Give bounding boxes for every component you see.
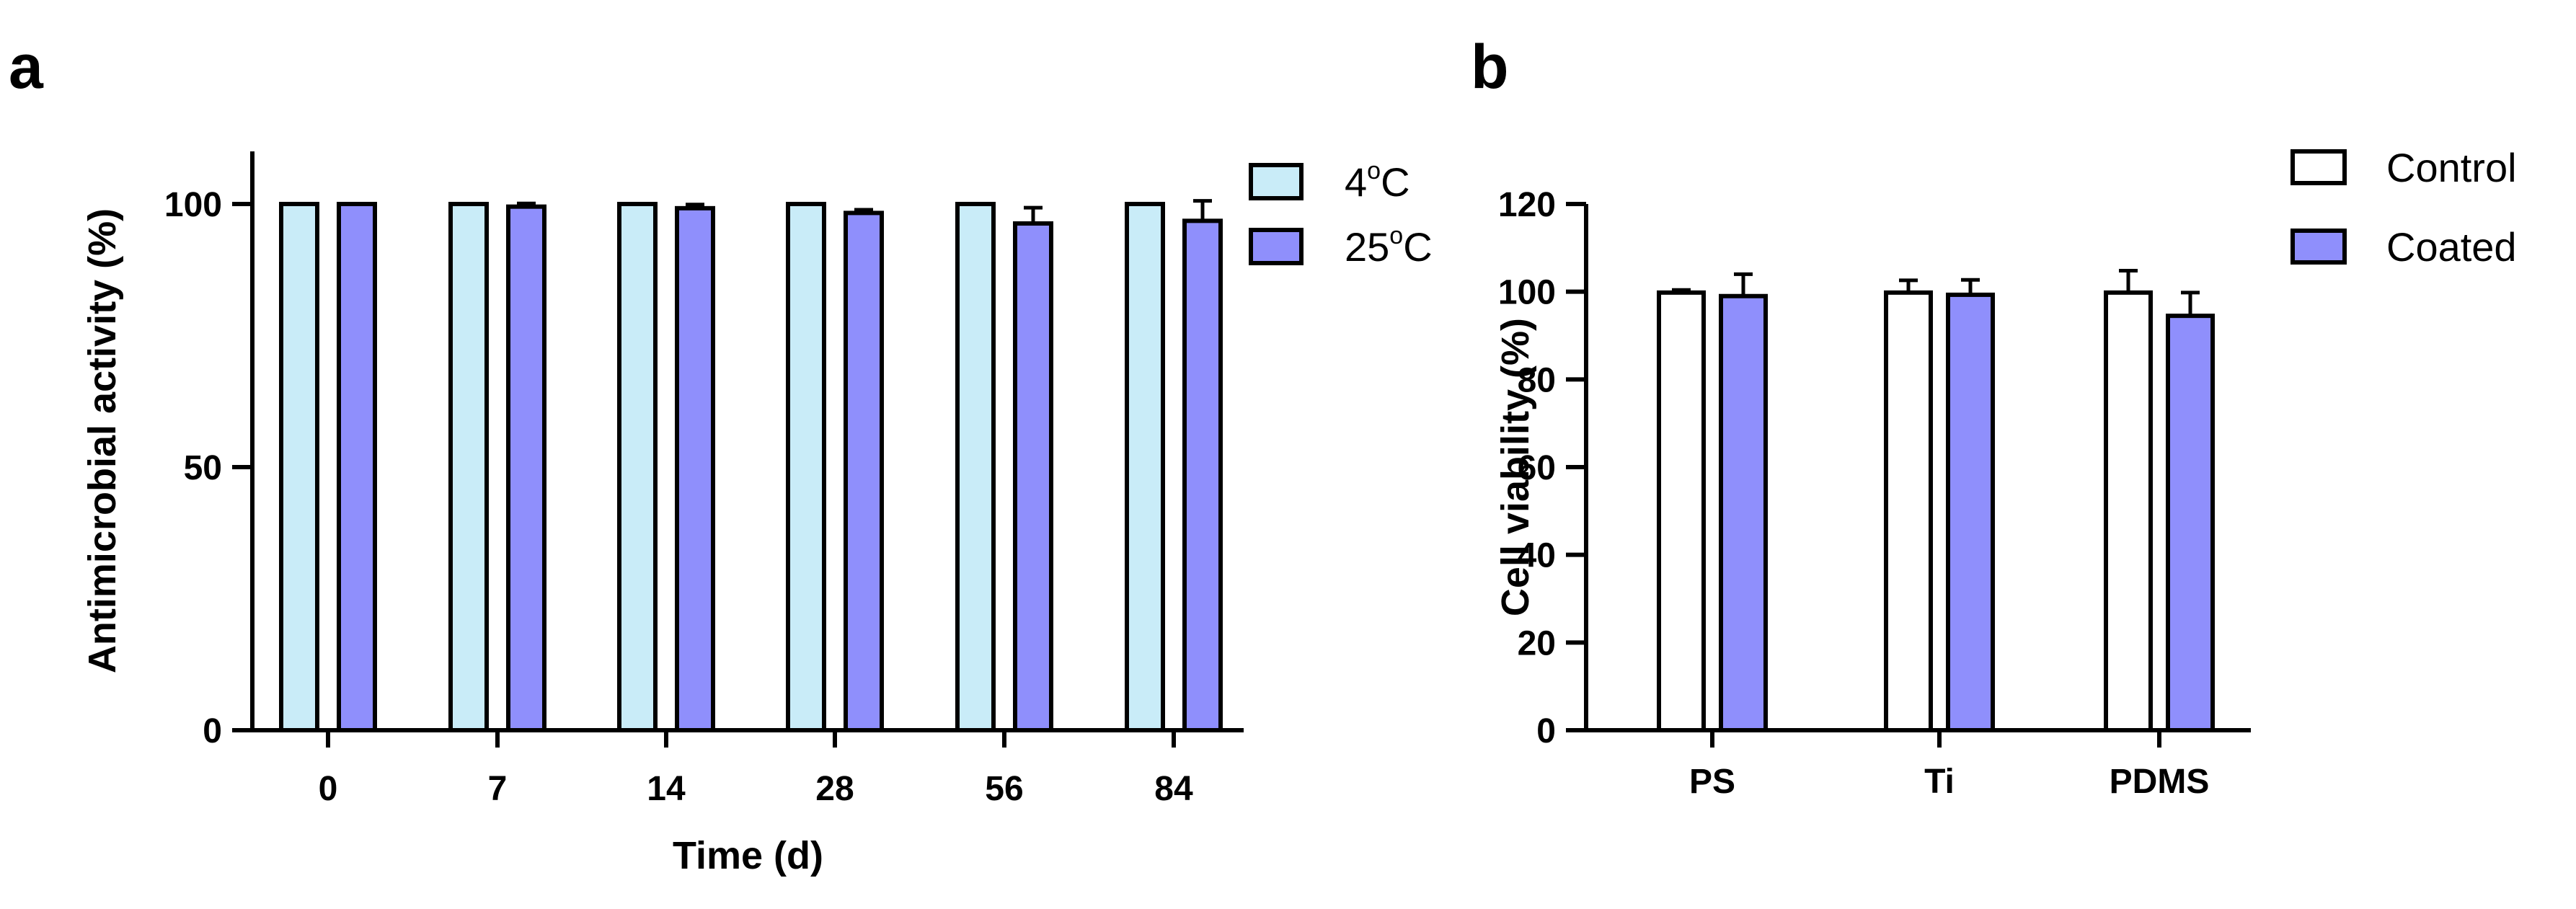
a-bar-25-14: [675, 205, 715, 732]
a-bar-25-28: [844, 210, 884, 733]
a-y-tick-label: 100: [164, 186, 222, 224]
chart-panel-b: 0 20 40 60 80 100 120 PS Ti PDMS Cell viability (%…: [1494, 145, 2517, 801]
b-legend-swatch-0: [2290, 149, 2347, 185]
a-x-tick-label: 7: [488, 770, 508, 808]
b-bar-control-ps: [1657, 290, 1706, 732]
a-x-tick-label: 28: [815, 770, 854, 808]
chart-panel-a: 0 50 100 0 7 14 28 56 84 Time (d) Antimicrobial ac…: [81, 151, 1433, 877]
b-x-tick-label: PS: [1689, 763, 1735, 801]
b-y-tick-label: 60: [1518, 449, 1556, 487]
a-x-axis-title: Time (d): [673, 834, 823, 877]
a-bar-4-0: [279, 202, 319, 732]
a-bar-4-14: [617, 202, 658, 732]
b-y-tick-label: 40: [1518, 537, 1556, 575]
a-y-axis-title: Antimicrobial activity (%): [81, 208, 124, 673]
a-bar-4-56: [955, 202, 996, 732]
b-bar-control-ti: [1884, 290, 1933, 732]
b-x-tick-label: Ti: [1924, 763, 1955, 801]
a-legend-label-1: 25oC: [1345, 222, 1433, 270]
a-legend-suffix: C: [1403, 224, 1432, 270]
a-bar-25-84: [1182, 218, 1223, 732]
a-x-tick-label: 56: [985, 770, 1023, 808]
b-bar-coated-pdms: [2166, 314, 2215, 732]
a-legend-sup: o: [1389, 222, 1403, 249]
b-y-axis-title: Cell viability (%): [1494, 318, 1537, 616]
panel-b-letter: b: [1471, 32, 1509, 102]
a-x-tick-label: 84: [1154, 770, 1193, 808]
a-bar-25-56: [1013, 221, 1053, 732]
a-x-tick-label: 14: [647, 770, 686, 808]
a-x-tick-label: 0: [319, 770, 338, 808]
b-legend-name: Control: [2386, 145, 2517, 190]
b-y-tick-label: 120: [1498, 186, 1556, 224]
b-y-tick-label: 20: [1518, 624, 1556, 662]
a-bar-4-7: [448, 202, 489, 732]
b-legend-name: Coated: [2386, 224, 2517, 270]
panel-a-letter: a: [9, 32, 44, 102]
a-legend-swatch-1: [1249, 228, 1304, 265]
a-legend-swatch-0: [1249, 163, 1304, 200]
a-y-tick-label: 50: [184, 449, 222, 487]
b-y-tick-label: 0: [1536, 712, 1556, 750]
a-bar-25-7: [506, 204, 546, 732]
a-legend-suffix: C: [1381, 159, 1409, 205]
a-legend-sup: o: [1367, 157, 1381, 185]
b-legend-label-1: Coated: [2386, 224, 2517, 270]
b-bar-coated-ti: [1946, 292, 1995, 732]
b-y-tick-label: 100: [1498, 274, 1556, 312]
a-legend-name: 25: [1345, 224, 1389, 270]
a-y-tick-label: 0: [203, 712, 222, 750]
a-bar-4-28: [786, 202, 826, 732]
a-bar-4-84: [1125, 202, 1165, 732]
a-legend-name: 4: [1345, 159, 1367, 205]
b-legend-label-0: Control: [2386, 145, 2517, 190]
a-bar-25-0: [337, 202, 377, 732]
b-bar-coated-ps: [1719, 293, 1768, 732]
b-legend-swatch-1: [2290, 229, 2347, 265]
b-y-tick-label: 80: [1518, 361, 1556, 399]
b-x-tick-label: PDMS: [2110, 763, 2210, 801]
b-bar-control-pdms: [2104, 290, 2153, 732]
a-legend-label-0: 4oC: [1345, 157, 1410, 205]
